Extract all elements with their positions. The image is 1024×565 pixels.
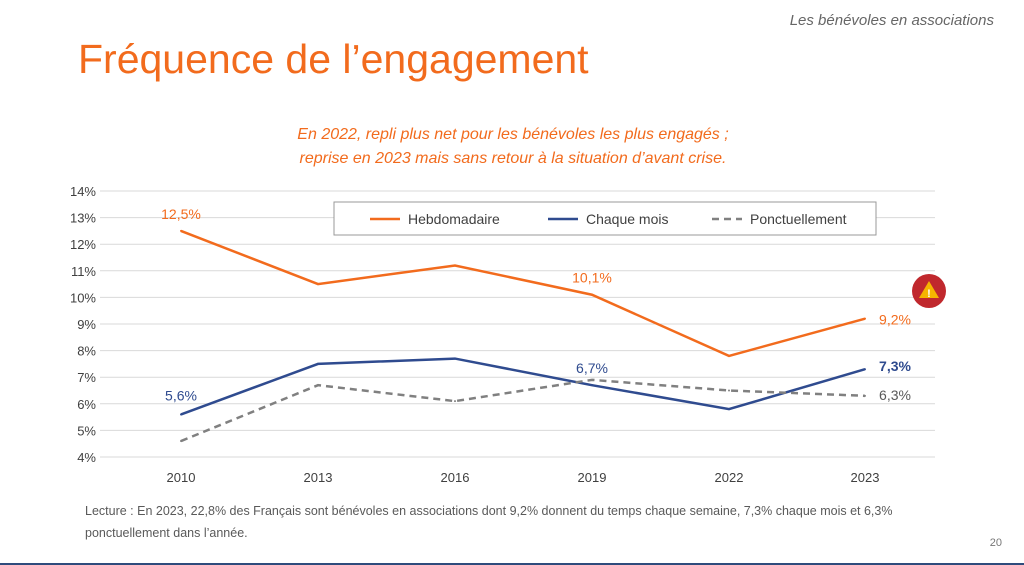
y-tick-label: 11%	[71, 264, 96, 279]
x-tick-label: 2023	[851, 470, 880, 485]
data-point	[454, 264, 456, 267]
data-label: 6,3%	[879, 387, 911, 403]
y-tick-label: 4%	[77, 450, 96, 465]
page-title: Fréquence de l’engagement	[78, 36, 589, 82]
data-label: 9,2%	[879, 312, 911, 328]
legend-box	[333, 201, 877, 236]
y-tick-label: 5%	[77, 423, 96, 438]
legend-label: Chaque mois	[586, 211, 669, 227]
data-point	[591, 384, 593, 387]
subtitle-line-2: reprise en 2023 mais sans retour à la si…	[299, 150, 727, 167]
data-point	[180, 413, 182, 416]
data-point	[180, 229, 182, 232]
legend-label: Ponctuellement	[750, 211, 847, 227]
x-tick-label: 2016	[441, 470, 470, 485]
data-point	[454, 357, 456, 360]
data-point	[591, 293, 593, 296]
y-tick-label: 10%	[70, 290, 96, 305]
data-point	[180, 440, 182, 443]
data-point	[728, 408, 730, 411]
data-label: 12,5%	[161, 206, 201, 222]
series-line-ponctuellement	[180, 378, 866, 443]
x-tick-label: 2022	[715, 470, 744, 485]
warning-icon-mark: !	[927, 288, 931, 300]
y-tick-label: 8%	[77, 344, 96, 359]
data-label: 6,7%	[576, 360, 608, 376]
data-point	[728, 389, 730, 392]
section-header: Les bénévoles en associations	[789, 12, 994, 29]
y-tick-label: 6%	[77, 397, 96, 412]
data-label: 5,6%	[165, 387, 197, 403]
page-number: 20	[989, 537, 1002, 549]
data-point	[317, 384, 319, 387]
data-label: 10,1%	[572, 270, 612, 286]
series-line-hebdomadaire	[180, 229, 866, 358]
data-label: 7,3%	[879, 358, 911, 374]
x-tick-label: 2013	[304, 470, 333, 485]
subtitle: En 2022, repli plus net pour les bénévol…	[0, 123, 1024, 171]
data-point	[317, 283, 319, 286]
reading-note: Lecture : En 2023, 22,8% des Français so…	[85, 504, 893, 540]
y-tick-label: 14%	[70, 184, 96, 199]
y-tick-label: 12%	[70, 237, 96, 252]
y-tick-label: 13%	[70, 211, 96, 226]
data-point	[591, 378, 593, 381]
data-point	[728, 354, 730, 357]
data-point	[864, 368, 866, 371]
subtitle-line-1: En 2022, repli plus net pour les bénévol…	[297, 126, 729, 143]
legend-label: Hebdomadaire	[408, 211, 500, 227]
series-line-chaque-mois	[180, 357, 866, 416]
data-point	[317, 362, 319, 365]
y-tick-label: 9%	[77, 317, 96, 332]
y-tick-label: 7%	[77, 370, 96, 385]
x-tick-label: 2010	[167, 470, 196, 485]
warning-icon-triangle	[919, 281, 939, 298]
bottom-border	[0, 563, 1024, 565]
data-point	[864, 394, 866, 397]
x-tick-label: 2019	[578, 470, 607, 485]
data-point	[864, 317, 866, 320]
data-point	[454, 400, 456, 403]
